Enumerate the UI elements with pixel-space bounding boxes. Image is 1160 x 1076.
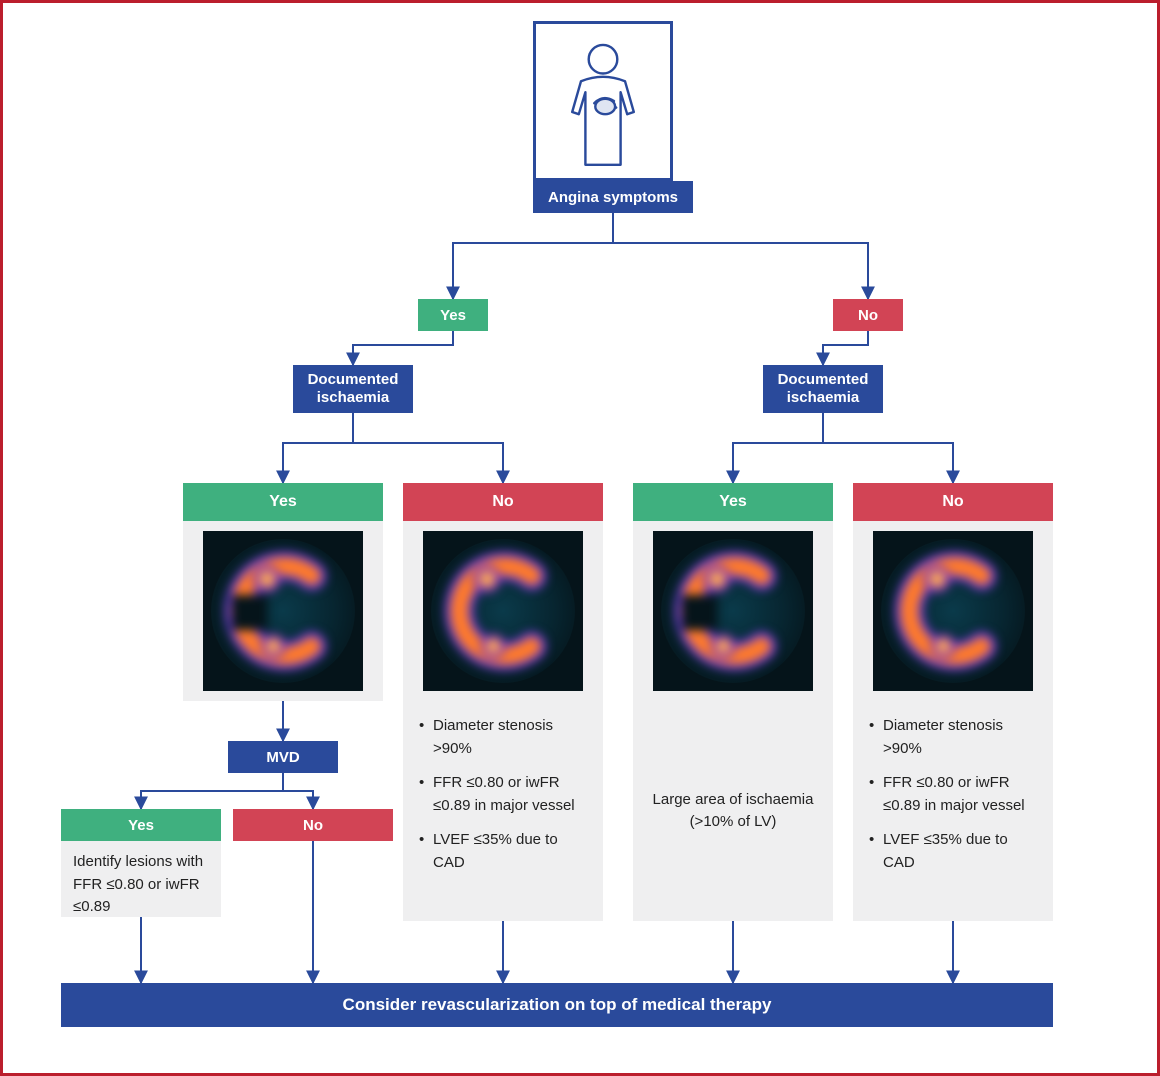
scan_b-scan-image <box>403 521 603 701</box>
patient-icon <box>533 21 673 181</box>
yes1-label: Yes <box>418 299 488 331</box>
final-recommendation: Consider revascularization on top of med… <box>61 983 1053 1027</box>
body_no_b-body: Diameter stenosis >90%FFR ≤0.80 or iwFR … <box>853 701 1053 921</box>
body_yes_b-body: Large area of ischaemia (>10% of LV) <box>633 701 833 921</box>
scan_a-scan-image <box>183 521 383 701</box>
diagram-canvas: Angina symptoms Yes No Documented ischaemia… <box>3 3 1157 1073</box>
doc2-label: Documented ischaemia <box>763 365 883 413</box>
no1-label: No <box>833 299 903 331</box>
scan_c-scan-image <box>633 521 833 701</box>
angina-label: Angina symptoms <box>533 181 693 213</box>
h_yes_b-label: Yes <box>633 483 833 521</box>
mvd-label: MVD <box>228 741 338 773</box>
diagram-frame: ©ESC 2019 Angina symptomsYesNoDocumented… <box>0 0 1160 1076</box>
body_no_a-body: Diameter stenosis >90%FFR ≤0.80 or iwFR … <box>403 701 603 921</box>
mvd-yes-body: Identify lesions with FFR ≤0.80 or iwFR … <box>61 841 221 917</box>
doc1-label: Documented ischaemia <box>293 365 413 413</box>
mvd_no-label: No <box>233 809 393 841</box>
h_no_b-label: No <box>853 483 1053 521</box>
h_yes_a-label: Yes <box>183 483 383 521</box>
h_no_a-label: No <box>403 483 603 521</box>
scan_d-scan-image <box>853 521 1053 701</box>
mvd_yes-label: Yes <box>61 809 221 841</box>
